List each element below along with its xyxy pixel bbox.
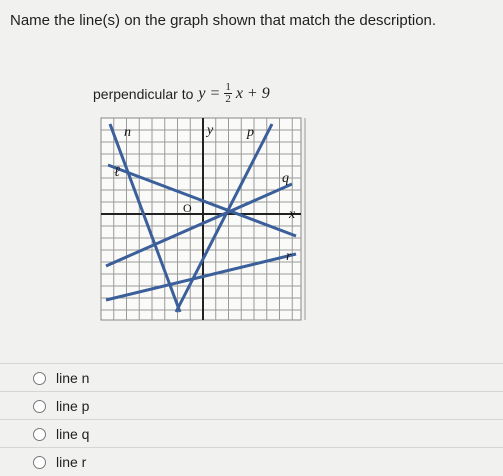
option-label: line q: [56, 426, 90, 442]
label-n: n: [124, 125, 131, 140]
option-label: line r: [56, 454, 87, 470]
option[interactable]: line n: [0, 363, 503, 392]
graph-frame: [100, 117, 302, 321]
line-n: [108, 123, 182, 313]
eq-rhs: x + 9: [235, 84, 270, 102]
option-label: line n: [56, 370, 90, 386]
option[interactable]: line p: [0, 391, 503, 420]
graph-labels: n y p ℓ q O x r: [114, 123, 296, 264]
label-x: x: [288, 207, 296, 222]
radio[interactable]: [33, 371, 46, 385]
option[interactable]: line r: [0, 447, 503, 476]
option-label: line p: [56, 398, 90, 414]
label-y: y: [205, 123, 214, 138]
graph: n y p ℓ q O x r: [100, 117, 306, 321]
option[interactable]: line q: [0, 419, 503, 448]
prompt-text: perpendicular to: [93, 85, 194, 102]
line-r: [105, 252, 297, 302]
label-q: q: [282, 171, 289, 186]
eq-lhs: y =: [198, 84, 221, 102]
label-o: O: [183, 201, 192, 215]
line-l: [107, 163, 297, 238]
label-p: p: [246, 125, 254, 140]
numerator: 1: [224, 81, 232, 94]
question: Name the line(s) on the graph shown that…: [10, 12, 437, 29]
line-q: [105, 182, 293, 268]
label-l: ℓ: [114, 165, 120, 180]
radio[interactable]: [33, 427, 46, 441]
label-r: r: [286, 249, 292, 264]
denominator: 2: [225, 93, 231, 105]
lines: [105, 123, 297, 313]
radio[interactable]: [33, 455, 46, 469]
radio[interactable]: [33, 399, 46, 413]
